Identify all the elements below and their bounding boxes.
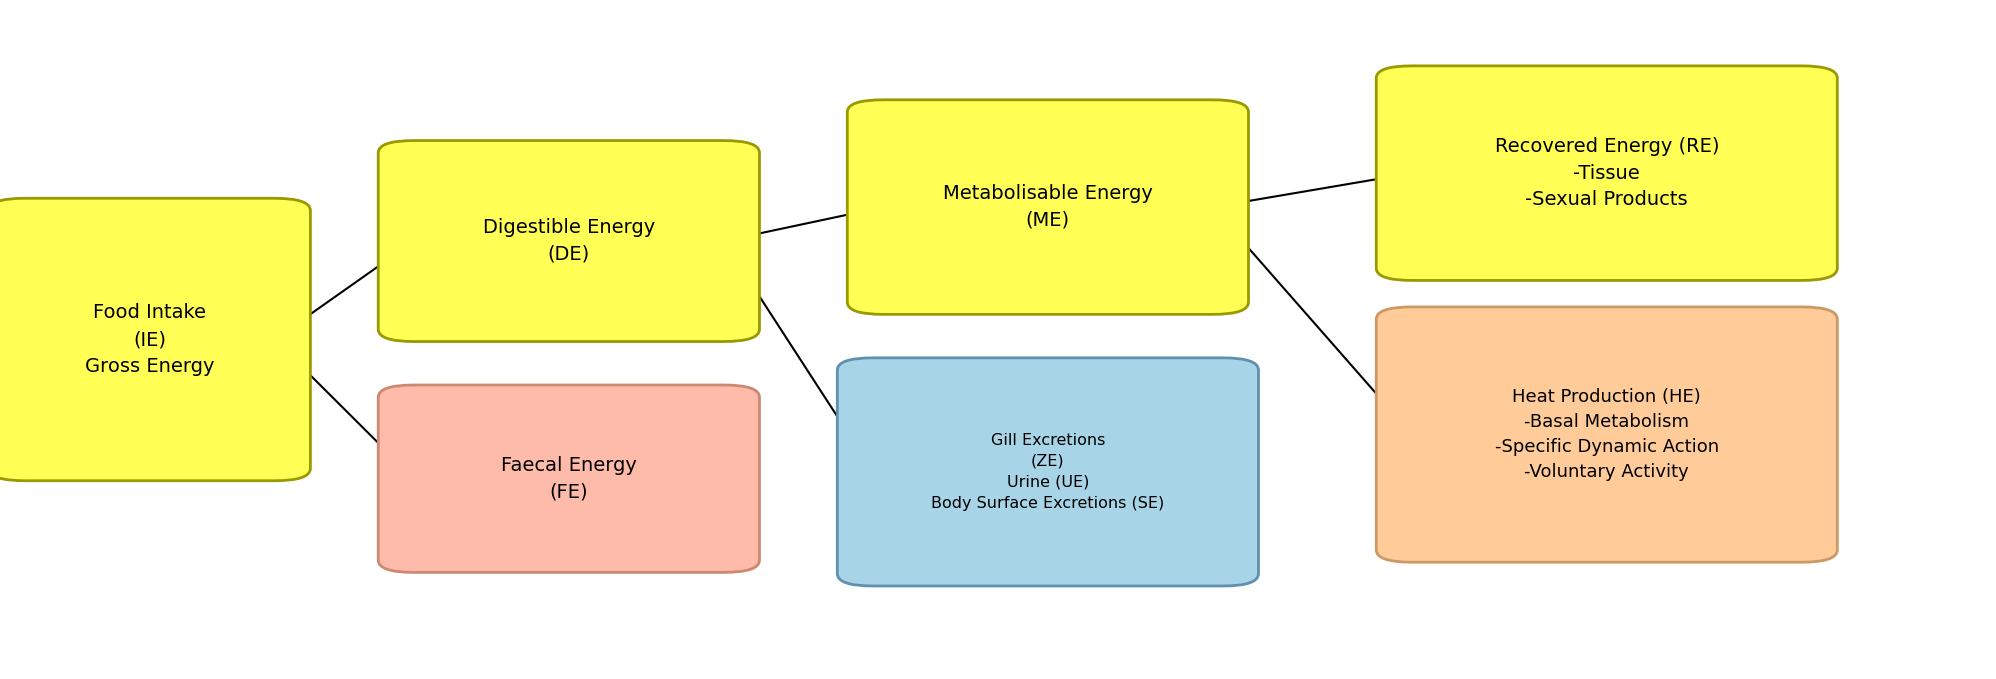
FancyBboxPatch shape xyxy=(1375,307,1836,562)
Text: Heat Production (HE)
-Basal Metabolism
-Specific Dynamic Action
-Voluntary Activ: Heat Production (HE) -Basal Metabolism -… xyxy=(1495,388,1719,481)
Text: Gill Excretions
(ZE)
Urine (UE)
Body Surface Excretions (SE): Gill Excretions (ZE) Urine (UE) Body Sur… xyxy=(932,433,1164,511)
Text: Digestible Energy
(DE): Digestible Energy (DE) xyxy=(483,218,655,264)
Text: Metabolisable Energy
(ME): Metabolisable Energy (ME) xyxy=(942,184,1154,230)
FancyBboxPatch shape xyxy=(377,141,758,342)
FancyBboxPatch shape xyxy=(1375,66,1836,280)
FancyBboxPatch shape xyxy=(838,358,1257,586)
Text: Food Intake
(IE)
Gross Energy: Food Intake (IE) Gross Energy xyxy=(86,304,214,375)
Text: Faecal Energy
(FE): Faecal Energy (FE) xyxy=(501,456,637,502)
FancyBboxPatch shape xyxy=(846,100,1248,314)
FancyBboxPatch shape xyxy=(0,198,309,481)
Text: Recovered Energy (RE)
-Tissue
-Sexual Products: Recovered Energy (RE) -Tissue -Sexual Pr… xyxy=(1495,137,1719,209)
FancyBboxPatch shape xyxy=(377,385,758,572)
